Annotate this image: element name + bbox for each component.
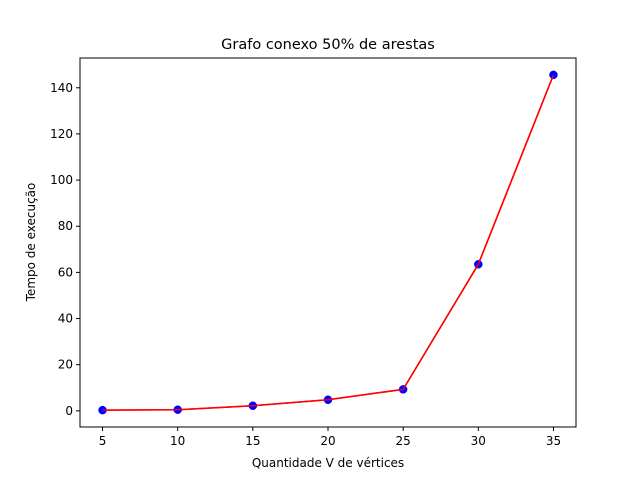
y-tick-label: 100 [50, 173, 73, 187]
x-tick-label: 35 [546, 434, 561, 448]
x-tick-label: 20 [320, 434, 335, 448]
x-tick-label: 5 [99, 434, 107, 448]
x-tick-label: 15 [245, 434, 260, 448]
y-tick-label: 40 [58, 312, 73, 326]
x-axis-label: Quantidade V de vértices [252, 456, 404, 470]
y-tick-label: 0 [65, 404, 73, 418]
plot-area: 5 10 15 20 25 30 35 0 20 40 60 80 100 120 140 [50, 57, 577, 448]
y-tick-label: 120 [50, 127, 73, 141]
chart-title: Grafo conexo 50% de arestas [221, 37, 435, 53]
x-tick-label: 30 [471, 434, 486, 448]
y-tick-label: 20 [58, 358, 73, 372]
series-line-overlay [102, 74, 555, 411]
x-tick-label: 25 [396, 434, 411, 448]
y-tick-label: 80 [58, 219, 73, 233]
y-tick-label: 140 [50, 81, 73, 95]
data-point [549, 70, 558, 80]
y-tick-label: 60 [58, 265, 73, 279]
x-tick-label: 10 [170, 434, 185, 448]
y-axis-label: Tempo de execução [24, 183, 38, 303]
